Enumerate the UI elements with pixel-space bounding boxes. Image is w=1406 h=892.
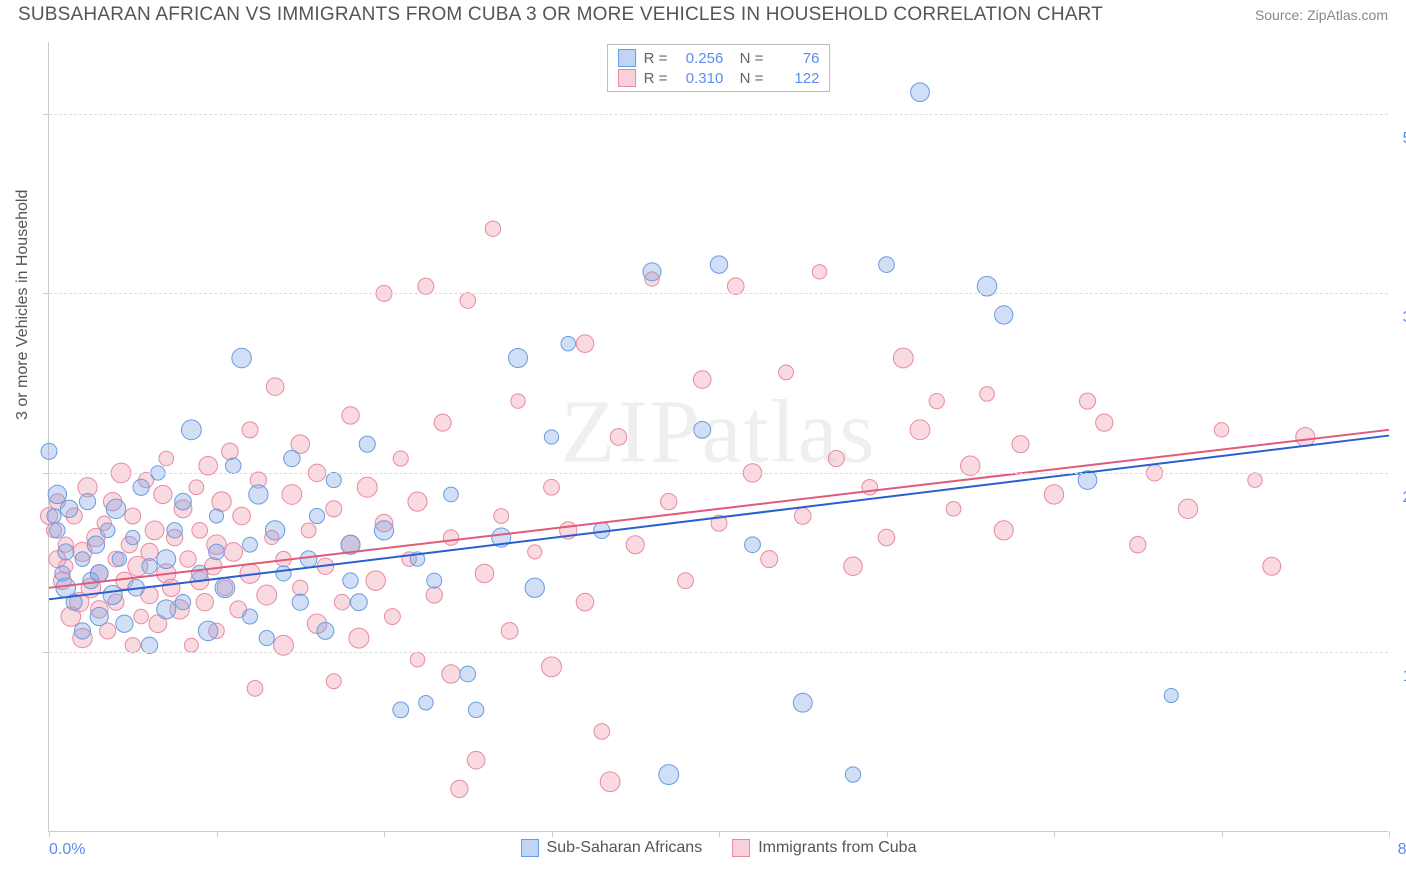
legend-label-a: Sub-Saharan Africans [547, 839, 703, 857]
y-tick-label: 50.0% [1393, 130, 1406, 148]
y-tick-label: 12.5% [1393, 668, 1406, 686]
stats-legend: R = 0.256 N = 76 R = 0.310 N = 122 [607, 44, 831, 92]
series-legend: Sub-Saharan Africans Immigrants from Cub… [521, 839, 917, 857]
n-label: N = [731, 70, 763, 87]
swatch-pink-icon [618, 69, 636, 87]
y-tick-label: 25.0% [1393, 489, 1406, 507]
x-axis-max-label: 80.0% [1398, 841, 1406, 859]
scatter-svg [49, 42, 1388, 831]
swatch-blue-icon [521, 839, 539, 857]
y-tick-label: 37.5% [1393, 309, 1406, 327]
n-value-b: 122 [771, 70, 819, 87]
r-label: R = [644, 50, 668, 67]
swatch-pink-icon [732, 839, 750, 857]
legend-label-b: Immigrants from Cuba [758, 839, 916, 857]
r-value-a: 0.256 [675, 50, 723, 67]
r-value-b: 0.310 [675, 70, 723, 87]
legend-item-b: Immigrants from Cuba [732, 839, 916, 857]
x-axis-min-label: 0.0% [49, 841, 85, 859]
n-value-a: 76 [771, 50, 819, 67]
stats-row-b: R = 0.310 N = 122 [618, 68, 820, 88]
stats-row-a: R = 0.256 N = 76 [618, 48, 820, 68]
y-axis-title: 3 or more Vehicles in Household [14, 190, 32, 420]
r-label: R = [644, 70, 668, 87]
legend-item-a: Sub-Saharan Africans [521, 839, 703, 857]
source-label: Source: ZipAtlas.com [1255, 7, 1388, 23]
n-label: N = [731, 50, 763, 67]
chart-title: SUBSAHARAN AFRICAN VS IMMIGRANTS FROM CU… [18, 4, 1103, 26]
swatch-blue-icon [618, 49, 636, 67]
chart-plot-area: R = 0.256 N = 76 R = 0.310 N = 122 ZIPat… [48, 42, 1388, 832]
